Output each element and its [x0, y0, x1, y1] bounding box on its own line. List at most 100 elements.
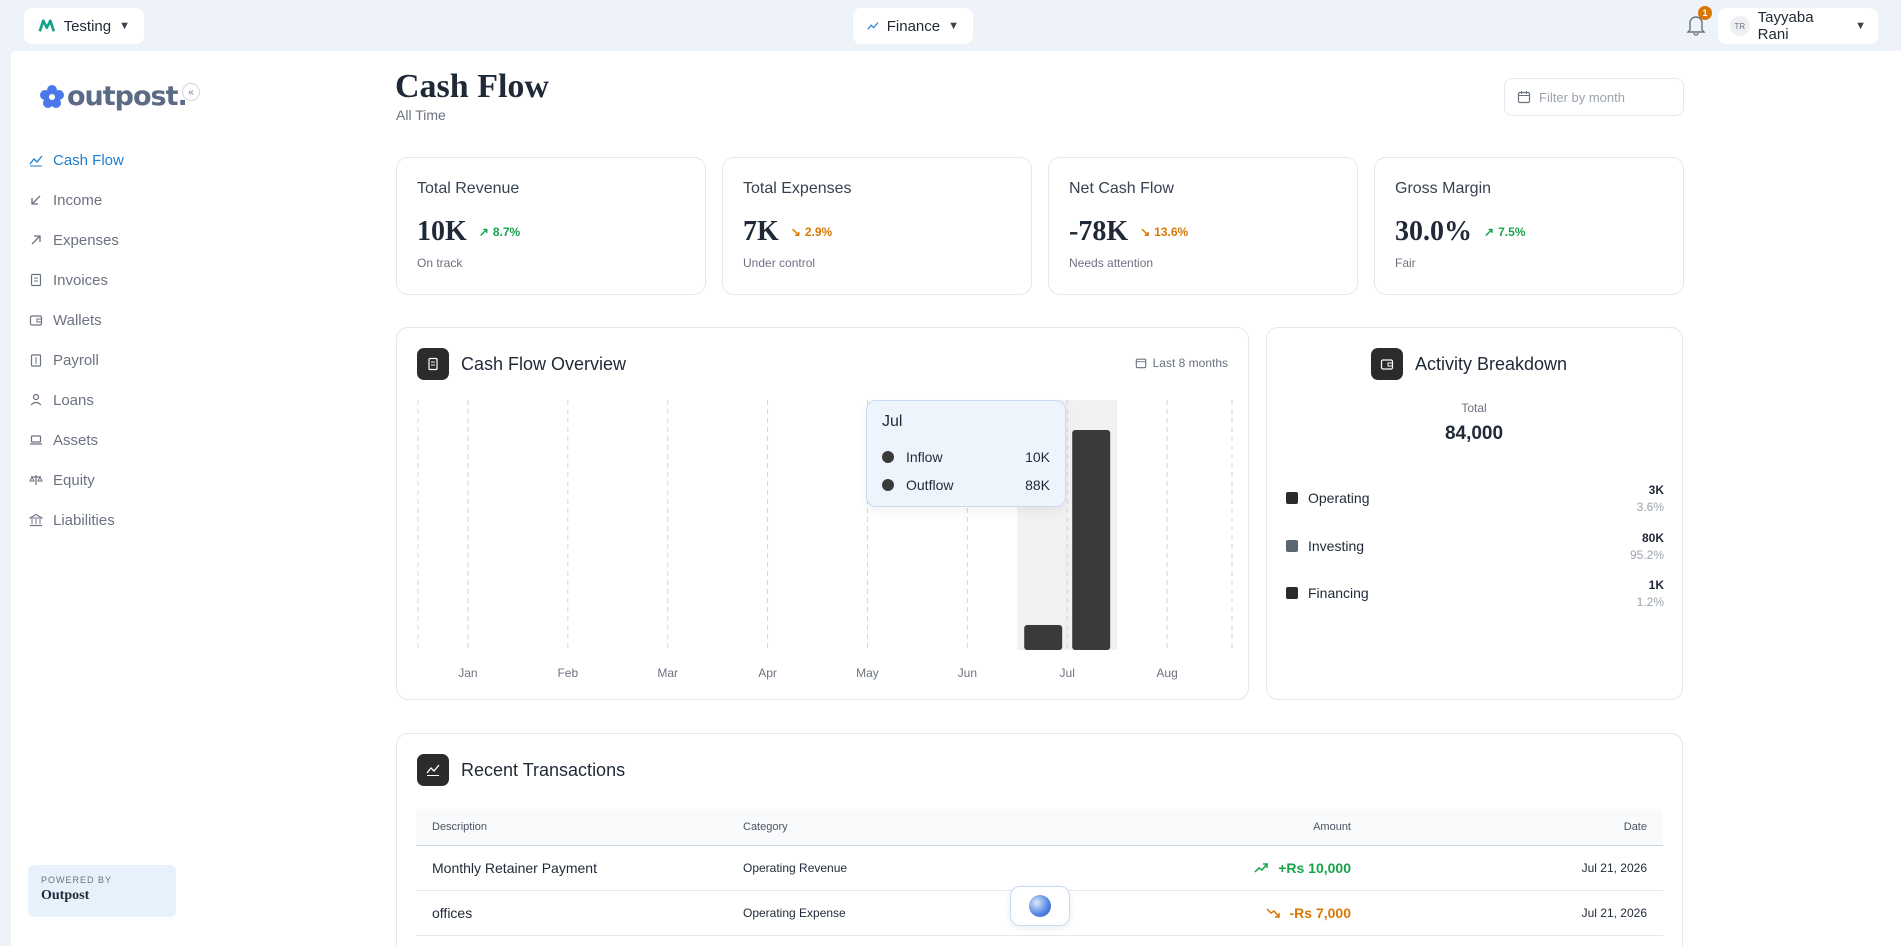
- chevron-down-icon: ▼: [948, 20, 959, 32]
- kpi-label: Total Revenue: [417, 180, 520, 197]
- sidebar-item-assets[interactable]: Assets: [29, 420, 124, 460]
- org-logo-icon: [38, 19, 56, 32]
- x-tick-label: Jun: [958, 666, 977, 680]
- x-tick-label: Jul: [1060, 666, 1075, 680]
- cash-flow-chart: Jan Feb Mar Apr May Jun Jul Aug: [417, 400, 1233, 680]
- row-amount: -Rs 7,000: [1088, 905, 1351, 921]
- sidebar-item-income[interactable]: Income: [29, 180, 124, 220]
- sidebar-item-wallets[interactable]: Wallets: [29, 300, 124, 340]
- column-header-date[interactable]: Date: [1623, 821, 1647, 833]
- sidebar-item-equity[interactable]: Equity: [29, 460, 124, 500]
- sidebar-item-payroll[interactable]: Payroll: [29, 340, 124, 380]
- row-category: Operating Revenue: [743, 861, 848, 875]
- kpi-delta-value: 2.9%: [804, 225, 833, 239]
- chart-tooltip: Jul Inflow 10K Outflow 88K: [866, 400, 1066, 507]
- org-switcher[interactable]: Testing ▼: [24, 8, 144, 44]
- page-title: Cash Flow: [395, 68, 549, 105]
- sidebar-item-loans[interactable]: Loans: [29, 380, 124, 420]
- kpi-delta: ↗ 8.7%: [479, 225, 520, 239]
- card-title: Activity Breakdown: [1415, 353, 1568, 374]
- tooltip-inflow-label: Inflow: [906, 449, 943, 465]
- breakdown-row-investing: Investing 80K 95.2%: [1286, 526, 1664, 566]
- kpi-value: 7K: [743, 216, 779, 247]
- module-switcher[interactable]: Finance ▼: [853, 8, 973, 44]
- kpi-label: Net Cash Flow: [1069, 180, 1174, 197]
- x-tick-label: May: [856, 666, 879, 680]
- kpi-delta: ↘ 2.9%: [791, 225, 832, 239]
- table-header: Description Category Amount Date: [416, 809, 1663, 846]
- kpi-note: Under control: [743, 256, 816, 270]
- breakdown-percent: 3.6%: [1636, 499, 1664, 514]
- table-row[interactable]: Monthly Retainer Payment Operating Reven…: [416, 846, 1663, 891]
- kpi-value: -78K: [1069, 216, 1129, 247]
- sidebar-item-label: Assets: [53, 431, 99, 449]
- column-header-category[interactable]: Category: [743, 821, 788, 833]
- kpi-card-net-cash-flow: Net Cash Flow -78K ↘ 13.6% Needs attentio…: [1048, 157, 1358, 295]
- powered-by-badge: POWERED BY Outpost: [28, 865, 176, 917]
- arrow-up-right-icon: ↗: [1484, 225, 1495, 239]
- document-icon: [417, 348, 449, 380]
- kpi-card-total-revenue: Total Revenue 10K ↗ 8.7% On track: [396, 157, 706, 295]
- sidebar-item-expenses[interactable]: Expenses: [29, 220, 124, 260]
- sidebar-item-liabilities[interactable]: Liabilities: [29, 500, 124, 540]
- month-filter-placeholder: Filter by month: [1539, 89, 1625, 105]
- powered-by-label: POWERED BY: [41, 875, 113, 885]
- inflow-dot-icon: [882, 451, 894, 463]
- column-header-amount[interactable]: Amount: [1313, 821, 1351, 833]
- arrow-up-right-icon: [31, 235, 41, 245]
- sidebar-item-label: Income: [53, 191, 103, 209]
- top-bar: Testing ▼ Finance ▼ 1 TR Tayyaba Rani ▼: [0, 0, 1901, 50]
- sidebar-item-cash-flow[interactable]: Cash Flow: [29, 140, 124, 180]
- row-description: offices: [432, 905, 473, 921]
- collapse-sidebar-button[interactable]: «: [182, 83, 200, 101]
- tooltip-outflow-row: Outflow 88K: [882, 471, 1050, 499]
- row-category: Operating Expense: [743, 906, 846, 920]
- kpi-delta-value: 13.6%: [1154, 225, 1189, 239]
- kpi-note: Needs attention: [1069, 256, 1154, 270]
- breakdown-amount: 1K: [1648, 577, 1664, 592]
- user-menu[interactable]: TR Tayyaba Rani ▼: [1718, 8, 1878, 44]
- column-header-description[interactable]: Description: [432, 821, 488, 833]
- arrow-down-right-icon: ↘: [790, 225, 801, 239]
- x-tick-label: Aug: [1156, 666, 1177, 680]
- assistant-button[interactable]: [1010, 886, 1070, 926]
- table-row[interactable]: offices Operating Expense -Rs 7,000 Jul …: [416, 891, 1663, 936]
- sidebar-item-label: Equity: [53, 471, 95, 489]
- row-date: Jul 21, 2026: [1581, 906, 1647, 920]
- bell-icon[interactable]: [1686, 14, 1706, 36]
- legend-swatch: [1286, 540, 1298, 552]
- user-name: Tayyaba Rani: [1757, 9, 1814, 43]
- sidebar-item-label: Invoices: [53, 271, 109, 289]
- sidebar-item-invoices[interactable]: Invoices: [29, 260, 124, 300]
- calendar-icon: [1517, 91, 1531, 104]
- arrow-up-right-icon: ↗: [478, 225, 489, 239]
- outpost-logo[interactable]: outpost.: [39, 81, 188, 112]
- loan-icon: [30, 393, 42, 406]
- range-selector[interactable]: Last 8 months: [1135, 356, 1228, 370]
- module-name: Finance: [886, 17, 941, 35]
- assistant-orb-icon: [1029, 895, 1051, 917]
- kpi-card-total-expenses: Total Expenses 7K ↘ 2.9% Under control: [722, 157, 1032, 295]
- transactions-table: Description Category Amount Date Monthly…: [416, 809, 1663, 936]
- legend-swatch: [1286, 587, 1298, 599]
- card-title: Recent Transactions: [461, 759, 626, 780]
- sidebar-item-label: Loans: [53, 391, 94, 409]
- page-subtitle: All Time: [396, 107, 446, 123]
- breakdown-row-operating: Operating 3K 3.6%: [1286, 478, 1664, 518]
- breakdown-total-label: Total: [1461, 401, 1487, 415]
- avatar: TR: [1730, 16, 1750, 36]
- breakdown-name: Operating: [1308, 490, 1370, 506]
- payroll-icon: [30, 354, 42, 367]
- sidebar-item-label: Cash Flow: [53, 151, 124, 169]
- kpi-label: Total Expenses: [743, 180, 852, 197]
- chevron-down-icon: ▼: [119, 20, 130, 32]
- month-filter-input[interactable]: Filter by month: [1504, 78, 1684, 116]
- card-header: Cash Flow Overview: [417, 348, 626, 380]
- x-tick-label: Mar: [657, 666, 678, 680]
- trend-icon: [29, 155, 43, 167]
- kpi-value: 10K: [417, 216, 467, 247]
- row-amount: +Rs 10,000: [1088, 860, 1351, 876]
- kpi-delta-value: 8.7%: [492, 225, 521, 239]
- tooltip-outflow-value: 88K: [1025, 477, 1050, 493]
- sidebar-item-label: Expenses: [53, 231, 119, 249]
